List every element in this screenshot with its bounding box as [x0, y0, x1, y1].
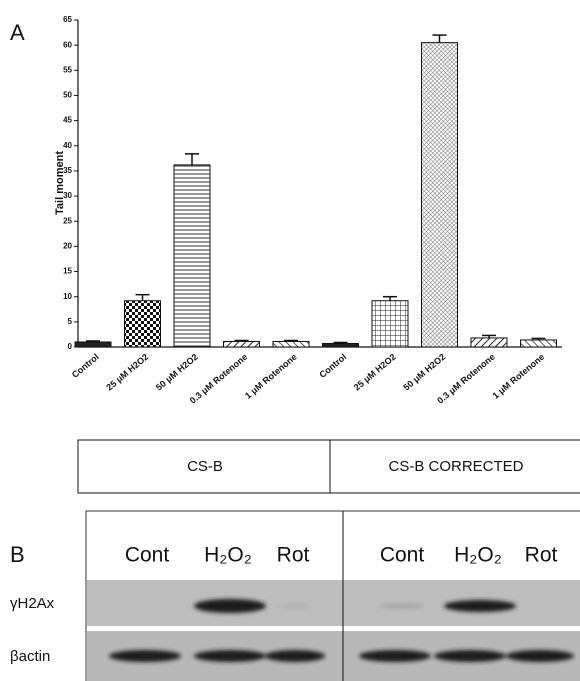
y-tick-label: 25: [63, 216, 72, 225]
lane-label: Rot: [525, 544, 558, 567]
y-tick-label: 55: [63, 65, 72, 74]
bar: [372, 301, 408, 347]
y-axis-label: Tail moment: [54, 151, 66, 215]
panel-label: B: [10, 542, 25, 567]
bar: [224, 341, 260, 347]
y-tick-label: 65: [63, 15, 72, 24]
y-tick-label: 10: [63, 292, 72, 301]
lane-label: H₂O₂: [204, 544, 252, 567]
x-tick-label: 50 μM H2O2: [154, 352, 200, 393]
bar: [174, 165, 210, 347]
panel-label: A: [10, 20, 25, 45]
y-tick-label: 15: [63, 267, 72, 276]
bar: [323, 343, 359, 347]
x-tick-label: 1 μM Rotenone: [490, 352, 546, 401]
y-tick-label: 20: [63, 241, 72, 250]
x-tick-label: Control: [70, 352, 101, 380]
x-tick-label: 50 μM H2O2: [401, 352, 447, 393]
bar: [75, 342, 111, 347]
y-tick-label: 30: [63, 191, 72, 200]
y-tick-label: 50: [63, 91, 72, 100]
lane-label: Rot: [277, 544, 310, 567]
y-tick-label: 5: [68, 317, 73, 326]
y-tick-label: 60: [63, 40, 72, 49]
y-tick-label: 40: [63, 141, 72, 150]
bar: [422, 43, 458, 347]
bar: [471, 338, 507, 347]
x-tick-label: 25 μM H2O2: [104, 352, 150, 393]
figure: A Tail moment B 0 5 10 15 20 25 30 35 40 45 50 55 60…: [0, 0, 580, 681]
y-tick-label: 0: [68, 342, 73, 351]
lane-label: Cont: [125, 544, 170, 567]
lane-label: H₂O₂: [454, 544, 502, 567]
y-tick-label: 35: [63, 166, 72, 175]
x-tick-label: 1 μM Rotenone: [243, 352, 299, 401]
bar: [521, 340, 557, 347]
bar: [125, 301, 161, 347]
group-label: CS-B CORRECTED: [388, 458, 523, 475]
row-label: βactin: [10, 648, 50, 665]
x-tick-label: 25 μM H2O2: [352, 352, 398, 393]
lane-label: Cont: [380, 544, 425, 567]
row-label: γH2Ax: [10, 595, 55, 612]
group-label: CS-B: [187, 458, 223, 475]
bar: [273, 341, 309, 347]
x-tick-label: Control: [317, 352, 348, 380]
y-tick-label: 45: [63, 116, 72, 125]
